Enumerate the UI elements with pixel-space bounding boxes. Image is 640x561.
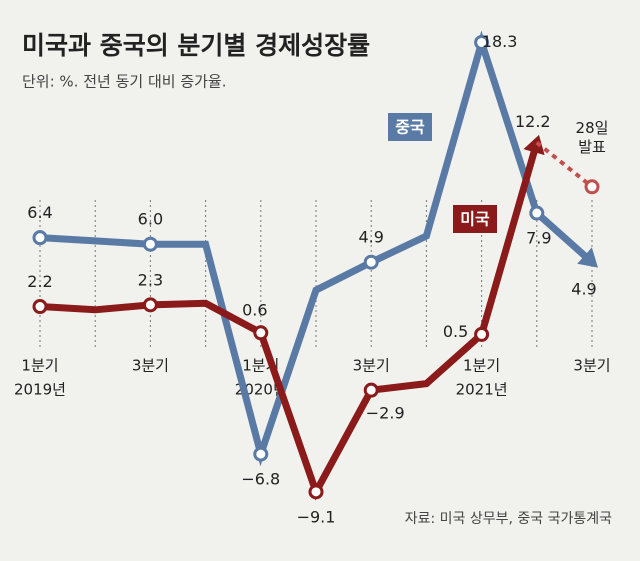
data-label: −9.1 [297,507,336,526]
series-line [39,30,595,467]
x-year-label: 2019년 [14,381,66,399]
data-label: 0.5 [443,322,468,341]
series-line [39,141,541,501]
x-tick-label: 1분기 [463,357,500,375]
x-tick-label: 3분기 [573,357,610,375]
data-label: 6.4 [27,203,52,222]
data-label: 6.0 [138,210,163,229]
x-tick-label: 3분기 [353,357,390,375]
point-marker [32,230,48,246]
forecast-label: 28일 발표 [575,118,609,156]
point-marker [363,382,379,398]
chart-subtitle: 단위: %. 전년 동기 대비 증가율. [22,73,226,91]
point-marker [308,484,324,500]
x-tick-label: 1분기 [21,357,58,375]
point-marker [142,297,158,313]
data-label: 7.9 [526,229,551,248]
point-marker [474,326,490,342]
data-label: 18.3 [482,32,518,51]
point-marker [584,179,600,195]
x-tick-label: 3분기 [132,357,169,375]
point-marker [363,254,379,270]
legend-box [453,205,497,233]
arrow-head [577,247,598,268]
legend-box [388,113,432,141]
data-label: 2.2 [27,272,52,291]
point-marker [142,236,158,252]
point-marker [32,299,48,315]
point-marker [253,446,269,462]
series-line [535,140,594,189]
source: 자료: 미국 상무부, 중국 국가통계국 [405,511,612,527]
point-marker [529,205,545,221]
data-label: −2.9 [366,404,405,423]
arrow-head [523,134,545,156]
legend-label: 중국 [395,118,425,137]
data-label: −6.8 [241,470,280,489]
x-year-label: 2021년 [456,381,508,399]
data-label: 4.9 [358,228,383,247]
data-label: 2.3 [138,270,163,289]
point-marker [474,34,490,50]
point-marker [253,325,269,341]
legend-label: 미국 [460,210,490,229]
data-label: 12.2 [515,112,551,131]
data-label: 4.9 [571,280,596,299]
chart-title: 미국과 중국의 분기별 경제성장률 [22,31,370,60]
data-label: 0.6 [242,300,267,319]
